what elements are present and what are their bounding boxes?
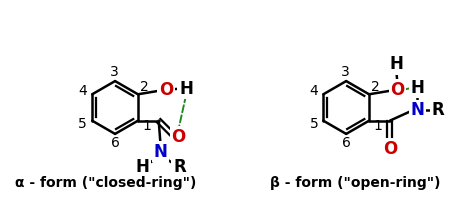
Text: O: O (390, 81, 404, 99)
Text: O: O (159, 81, 173, 99)
Text: 5: 5 (310, 117, 318, 131)
Text: N: N (154, 143, 167, 161)
Text: 4: 4 (78, 84, 87, 97)
Text: 3: 3 (110, 65, 118, 79)
Text: 1: 1 (373, 119, 382, 133)
Text: 6: 6 (110, 136, 119, 150)
Text: O: O (383, 140, 397, 158)
Text: H: H (410, 79, 424, 97)
Text: 5: 5 (78, 117, 87, 131)
Text: O: O (172, 128, 186, 146)
Text: 3: 3 (341, 65, 350, 79)
Text: 2: 2 (371, 80, 380, 94)
Text: R: R (431, 101, 444, 119)
Text: N: N (410, 101, 424, 119)
Text: H: H (390, 55, 403, 73)
Text: 6: 6 (342, 136, 351, 150)
Text: H: H (179, 80, 193, 98)
Text: H: H (136, 158, 150, 176)
Text: β - form ("open-ring"): β - form ("open-ring") (270, 176, 441, 190)
Text: 4: 4 (310, 84, 318, 97)
Text: 2: 2 (140, 80, 149, 94)
Text: 1: 1 (142, 119, 151, 133)
Text: α - form ("closed-ring"): α - form ("closed-ring") (15, 176, 196, 190)
Text: R: R (173, 158, 186, 176)
